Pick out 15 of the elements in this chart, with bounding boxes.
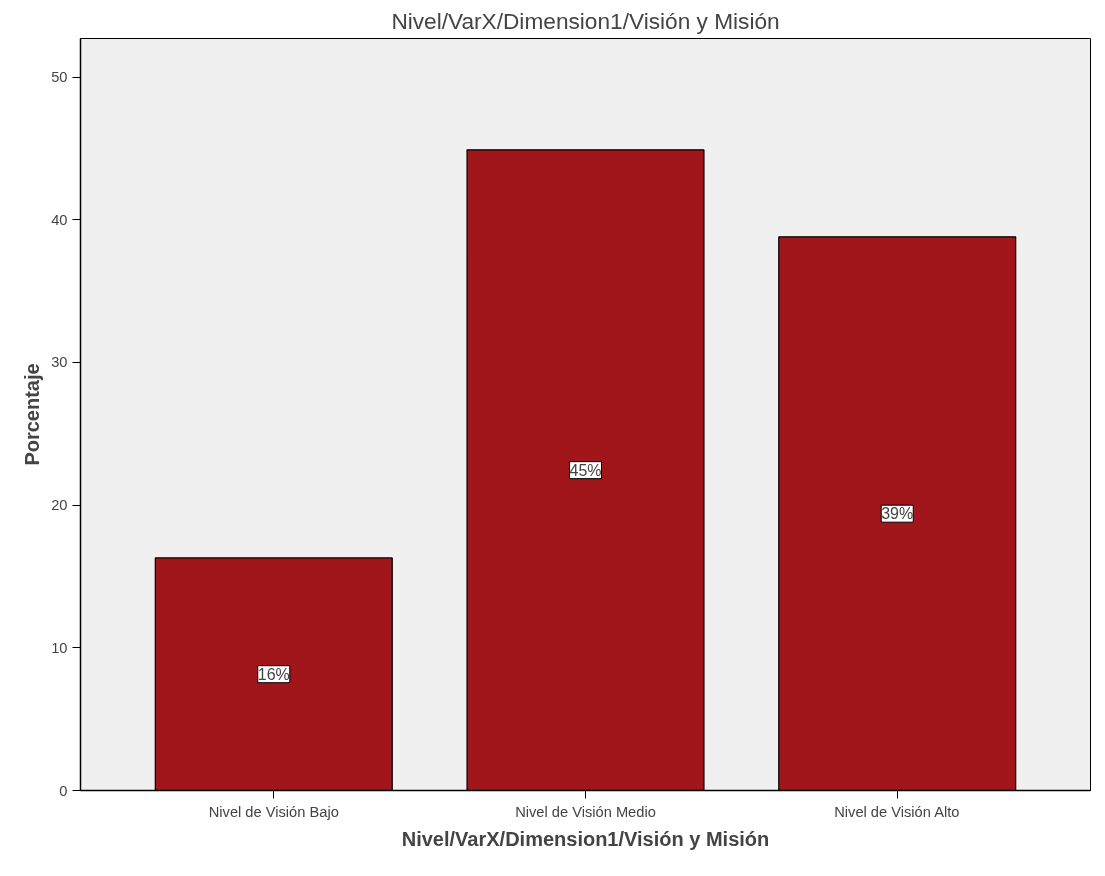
x-tick-label: Nivel de Visión Bajo xyxy=(208,803,339,820)
y-axis-title: Porcentaje xyxy=(21,363,44,466)
y-tick-label: 30 xyxy=(51,354,68,371)
y-tick-label: 40 xyxy=(51,211,68,228)
x-tick-label: Nivel de Visión Alto xyxy=(834,803,960,820)
y-tick-label: 0 xyxy=(59,782,68,799)
y-tick-label: 10 xyxy=(51,639,68,656)
data-label: 39% xyxy=(881,505,914,523)
chart-title: Nivel/VarX/Dimension1/Visión y Misión xyxy=(391,7,780,34)
data-label: 16% xyxy=(257,665,290,683)
y-tick-label: 20 xyxy=(51,497,68,514)
data-label: 45% xyxy=(569,461,602,479)
y-tick-label: 50 xyxy=(51,69,68,86)
x-tick-label: Nivel de Visión Medio xyxy=(515,803,656,820)
x-axis-title: Nivel/VarX/Dimension1/Visión y Misión xyxy=(401,827,770,850)
